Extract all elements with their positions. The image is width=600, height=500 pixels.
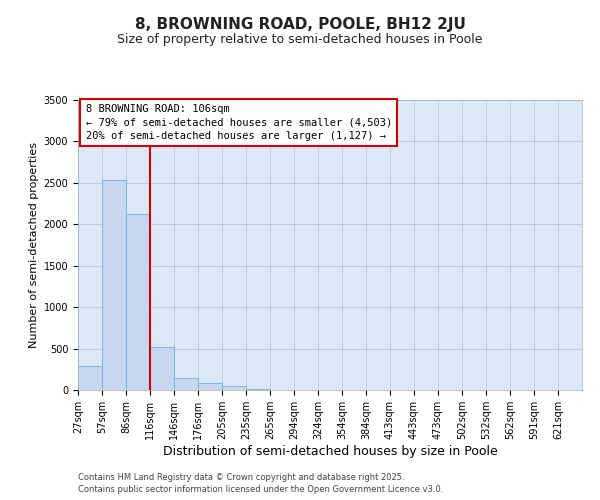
X-axis label: Distribution of semi-detached houses by size in Poole: Distribution of semi-detached houses by … bbox=[163, 444, 497, 458]
Bar bbox=[246, 389, 270, 390]
Bar bbox=[222, 386, 246, 390]
Y-axis label: Number of semi-detached properties: Number of semi-detached properties bbox=[29, 142, 40, 348]
Bar bbox=[174, 378, 198, 390]
Text: Size of property relative to semi-detached houses in Poole: Size of property relative to semi-detach… bbox=[117, 32, 483, 46]
Bar bbox=[78, 366, 102, 390]
Bar bbox=[198, 384, 222, 390]
Text: Contains HM Land Registry data © Crown copyright and database right 2025.: Contains HM Land Registry data © Crown c… bbox=[78, 474, 404, 482]
Text: Contains public sector information licensed under the Open Government Licence v3: Contains public sector information licen… bbox=[78, 485, 443, 494]
Text: 8 BROWNING ROAD: 106sqm
← 79% of semi-detached houses are smaller (4,503)
20% of: 8 BROWNING ROAD: 106sqm ← 79% of semi-de… bbox=[86, 104, 392, 141]
Bar bbox=[126, 214, 150, 390]
Bar bbox=[150, 347, 174, 390]
Text: 8, BROWNING ROAD, POOLE, BH12 2JU: 8, BROWNING ROAD, POOLE, BH12 2JU bbox=[134, 18, 466, 32]
Bar bbox=[102, 180, 126, 390]
